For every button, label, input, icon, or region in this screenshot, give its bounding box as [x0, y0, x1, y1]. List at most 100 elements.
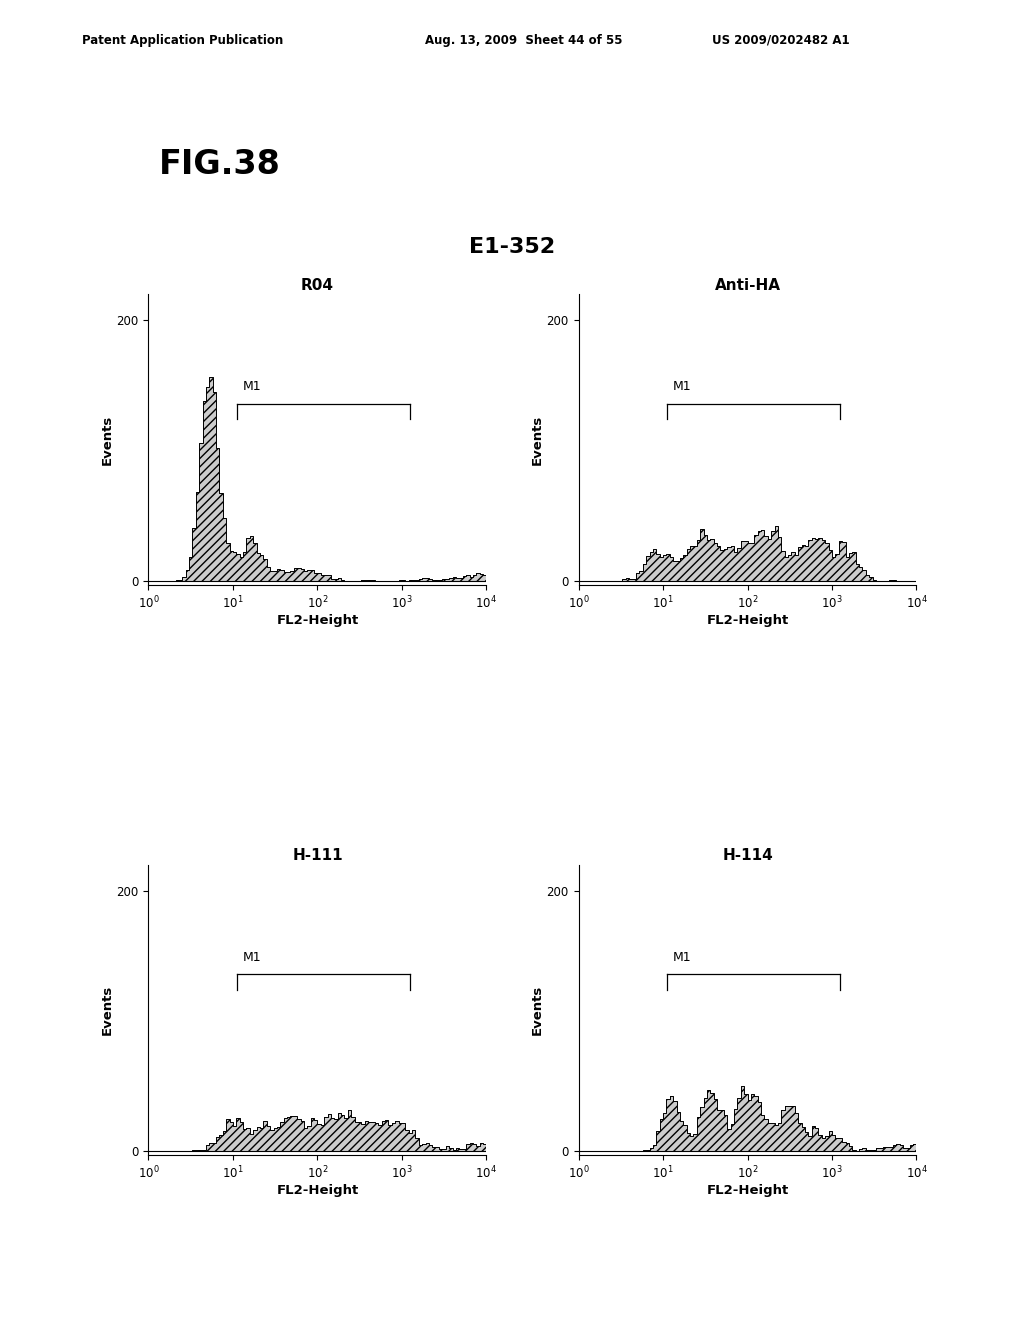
Bar [865, 1150, 869, 1151]
Bar [243, 1129, 247, 1151]
Y-axis label: Events: Events [100, 985, 114, 1035]
Bar [700, 1107, 703, 1151]
Bar [206, 1144, 209, 1151]
Bar [667, 554, 670, 581]
Bar [643, 565, 646, 581]
Bar [703, 535, 707, 581]
Bar [401, 1123, 406, 1151]
Bar [257, 1126, 260, 1151]
Bar [216, 1137, 219, 1151]
Bar [649, 1147, 653, 1151]
Bar [802, 545, 805, 581]
Bar [216, 447, 219, 581]
Bar [646, 1150, 649, 1151]
Bar [328, 1114, 331, 1151]
Bar [307, 570, 310, 581]
Bar [419, 1144, 422, 1151]
Bar [240, 1122, 243, 1151]
Bar [473, 574, 476, 581]
Bar [788, 1106, 792, 1151]
Text: Aug. 13, 2009  Sheet 44 of 55: Aug. 13, 2009 Sheet 44 of 55 [425, 33, 623, 46]
Bar [287, 572, 291, 581]
Bar [703, 535, 707, 581]
Bar [849, 1146, 852, 1151]
Text: Patent Application Publication: Patent Application Publication [82, 33, 284, 46]
Bar [818, 539, 822, 581]
Bar [344, 1118, 348, 1151]
Bar [398, 1123, 401, 1151]
Bar [876, 1148, 880, 1151]
Bar [257, 1126, 260, 1151]
Bar [453, 577, 456, 581]
Y-axis label: Events: Events [100, 414, 114, 465]
Bar [216, 1137, 219, 1151]
Bar [831, 1135, 836, 1151]
Bar [270, 1130, 273, 1151]
Bar [388, 1125, 392, 1151]
Bar [690, 545, 693, 581]
Bar [737, 548, 740, 581]
Bar [872, 1150, 876, 1151]
Bar [338, 1113, 341, 1151]
Bar [247, 1127, 250, 1151]
Bar [301, 569, 304, 581]
Text: E1-352: E1-352 [469, 238, 555, 257]
Bar [473, 1144, 476, 1151]
X-axis label: FL2-Height: FL2-Height [276, 614, 358, 627]
Bar [643, 565, 646, 581]
Bar [818, 539, 822, 581]
Bar [909, 1144, 913, 1151]
Bar [304, 570, 307, 581]
Bar [859, 566, 862, 581]
Bar [270, 570, 273, 581]
Bar [419, 579, 422, 581]
Bar [731, 1125, 734, 1151]
Bar [466, 576, 469, 581]
Bar [659, 557, 664, 581]
Bar [325, 574, 328, 581]
Title: Anti-HA: Anti-HA [715, 279, 780, 293]
Bar [409, 1133, 412, 1151]
Bar [815, 539, 818, 581]
Bar [859, 1150, 862, 1151]
Bar [388, 1125, 392, 1151]
Bar [341, 1115, 344, 1151]
Bar [460, 1148, 463, 1151]
Bar [909, 1144, 913, 1151]
Bar [375, 1123, 378, 1151]
Bar [677, 1111, 680, 1151]
Bar [260, 554, 263, 581]
Bar [683, 556, 687, 581]
Bar [865, 574, 869, 581]
Bar [913, 1144, 916, 1151]
Bar [341, 579, 344, 581]
Bar [247, 537, 250, 581]
Bar [422, 1144, 426, 1151]
X-axis label: FL2-Height: FL2-Height [276, 1184, 358, 1197]
Bar [700, 529, 703, 581]
Bar [656, 554, 659, 581]
Bar [808, 540, 812, 581]
Bar [263, 1121, 266, 1151]
Bar [291, 1115, 294, 1151]
Bar [432, 1147, 436, 1151]
Bar [273, 1127, 276, 1151]
Bar [406, 1130, 409, 1151]
Bar [331, 1118, 334, 1151]
Title: R04: R04 [301, 279, 334, 293]
Bar [781, 1110, 784, 1151]
Bar [341, 1115, 344, 1151]
Bar [314, 1119, 317, 1151]
Bar [623, 579, 626, 581]
Bar [307, 1126, 310, 1151]
Bar [693, 1134, 696, 1151]
Bar [815, 1129, 818, 1151]
Bar [483, 574, 486, 581]
Bar [358, 1122, 361, 1151]
Bar [724, 1115, 727, 1151]
Bar [805, 1133, 808, 1151]
Bar [825, 1137, 828, 1151]
Bar [281, 570, 284, 581]
Bar [778, 1123, 781, 1151]
Bar [240, 557, 243, 581]
